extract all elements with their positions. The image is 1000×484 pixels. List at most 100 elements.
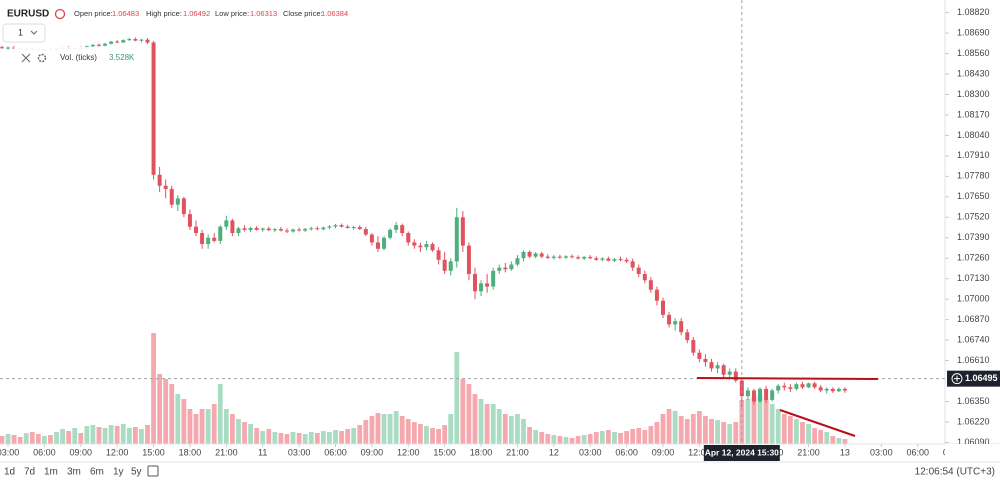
volume-bar xyxy=(569,438,575,444)
volume-bar xyxy=(363,420,369,444)
candle-body xyxy=(436,250,441,260)
candle-body xyxy=(594,258,599,260)
drawn-line xyxy=(696,377,879,380)
candle-body xyxy=(758,388,763,402)
candle-body xyxy=(333,225,338,227)
volume-bar xyxy=(357,425,363,444)
candle-body xyxy=(479,283,484,292)
candle-body xyxy=(776,385,781,391)
candle-body xyxy=(175,198,180,205)
volume-bar xyxy=(23,433,29,444)
range-button[interactable]: 7d xyxy=(24,467,35,478)
volume-bar xyxy=(108,425,114,444)
volume-bar xyxy=(636,428,642,444)
range-button[interactable]: 1y xyxy=(113,467,124,478)
range-button[interactable]: 6m xyxy=(90,467,104,478)
volume-bar xyxy=(345,429,351,444)
interval-select[interactable] xyxy=(2,23,46,43)
volume-bar xyxy=(84,426,90,444)
close-icon[interactable] xyxy=(21,53,31,63)
candle-body xyxy=(472,273,477,292)
candle-body xyxy=(485,283,490,287)
header-label: Low price: xyxy=(215,9,249,18)
y-tick-label: 1.06090 xyxy=(957,437,990,447)
candle-body xyxy=(181,198,186,215)
volume-bar xyxy=(169,384,175,444)
volume-bar xyxy=(836,438,842,444)
volume-bar xyxy=(648,426,654,444)
candle-body xyxy=(278,229,283,231)
candle-body xyxy=(412,242,417,246)
volume-bar xyxy=(715,420,720,444)
volume-bar xyxy=(96,427,102,444)
candle-body xyxy=(363,229,368,235)
x-tick-label: 06:00 xyxy=(615,447,638,457)
volume-bar xyxy=(296,433,302,444)
volume-bar xyxy=(430,428,435,444)
candle-body xyxy=(139,39,144,41)
range-button[interactable]: 1d xyxy=(4,467,15,478)
candle-body xyxy=(369,234,374,243)
volume-bar xyxy=(769,404,775,444)
volume-bar xyxy=(78,433,84,444)
volume-bar xyxy=(308,432,314,444)
volume-bar xyxy=(830,436,836,444)
y-tick-label: 1.08430 xyxy=(957,68,990,78)
candle-body xyxy=(830,388,835,392)
volume-bar xyxy=(236,419,241,444)
candle-body xyxy=(521,251,526,259)
range-button[interactable]: 5y xyxy=(131,467,142,478)
volume-bar xyxy=(211,404,217,444)
volume-bar xyxy=(320,431,326,444)
candle-body xyxy=(187,214,192,227)
volume-bar xyxy=(393,411,399,444)
volume-bar xyxy=(260,431,266,444)
y-tick-label: 1.08820 xyxy=(957,7,990,17)
candle-body xyxy=(375,242,380,249)
volume-bar xyxy=(333,430,338,444)
candle-body xyxy=(6,47,11,49)
calendar-icon[interactable] xyxy=(147,465,159,477)
candle-body xyxy=(400,225,405,234)
candle-body xyxy=(230,220,235,234)
x-tick-label: 21:00 xyxy=(797,447,820,457)
header-label: Close price: xyxy=(283,9,323,18)
y-tick-label: 1.07780 xyxy=(957,171,990,181)
candle-body xyxy=(745,390,750,397)
candle-body xyxy=(218,226,223,241)
volume-bar xyxy=(466,384,472,444)
volume-bar xyxy=(642,430,648,444)
volume-bar xyxy=(375,413,381,444)
candle-body xyxy=(291,229,296,232)
y-tick-label: 1.06610 xyxy=(957,355,990,365)
candle-body xyxy=(812,383,817,388)
volume-bar xyxy=(120,424,126,444)
volume-bar xyxy=(278,433,284,444)
volume-bar xyxy=(618,433,623,444)
volume-bar xyxy=(703,416,708,444)
volume-bar xyxy=(672,411,678,444)
low-value: 1.06313 xyxy=(250,9,277,18)
range-button[interactable]: 3m xyxy=(67,467,81,478)
candle-body xyxy=(618,259,623,261)
candle-body xyxy=(697,352,702,359)
settings-icon[interactable] xyxy=(37,53,47,63)
symbol: EURUSD xyxy=(7,9,49,20)
volume-bar xyxy=(727,424,733,444)
volume-bar xyxy=(29,432,35,444)
x-tick-label: 09:00 xyxy=(361,447,384,457)
y-tick-label: 1.08170 xyxy=(957,109,990,119)
x-tick-label: 21:00 xyxy=(215,447,238,457)
volume-bar xyxy=(90,425,96,444)
volume-bar xyxy=(399,416,405,444)
volume-bar xyxy=(484,404,490,444)
time-tag-label: Apr 12, 2024 15:30 xyxy=(705,447,779,457)
volume-bar xyxy=(54,432,59,444)
status-icon xyxy=(54,8,66,20)
volume-bar xyxy=(11,435,17,444)
range-button[interactable]: 1m xyxy=(44,467,58,478)
x-tick-label: 21:00 xyxy=(506,447,529,457)
volume-bar xyxy=(606,430,611,444)
candle-body xyxy=(206,237,211,245)
y-tick-label: 1.06740 xyxy=(957,334,990,344)
